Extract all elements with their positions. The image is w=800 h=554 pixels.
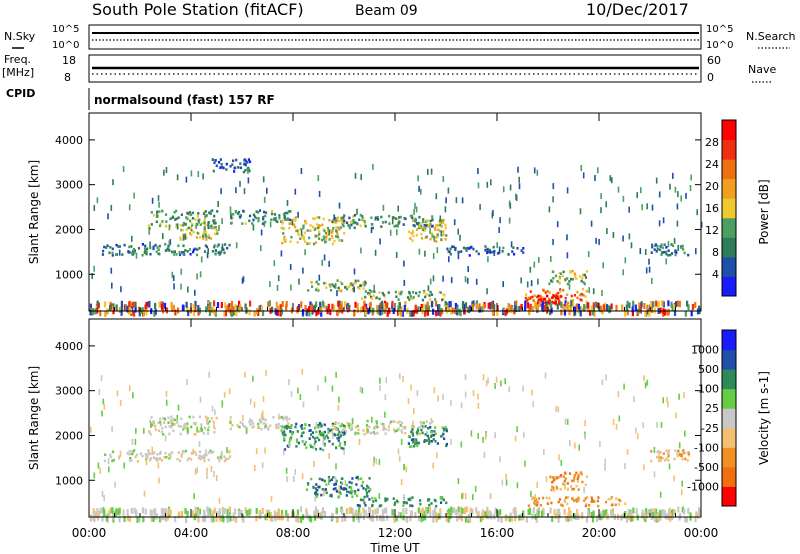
- nave-label: Nave: [748, 63, 776, 76]
- x-tick-label: 04:00: [174, 526, 209, 540]
- power-colorbar-swatch: [722, 120, 736, 141]
- nsky-label: N.Sky: [4, 30, 36, 43]
- velocity-colorbar-tick: -25: [701, 422, 719, 435]
- nsky-tick-bottom: 10^0: [52, 40, 79, 51]
- power-colorbar-tick: 24: [705, 158, 719, 171]
- power-colorbar-swatch: [722, 217, 736, 238]
- cpid-text: normalsound (fast) 157 RF: [94, 93, 275, 107]
- velocity-colorbar-swatch: [722, 486, 736, 507]
- date-title: 10/Dec/2017: [586, 0, 689, 19]
- velocity-colorbar-swatch: [722, 466, 736, 487]
- velocity-ytick-label: 3000: [55, 385, 83, 398]
- power-colorbar-tick: 20: [705, 180, 719, 193]
- velocity-colorbar-tick: 1000: [691, 344, 719, 357]
- station-title: South Pole Station (fitACF): [92, 0, 304, 19]
- power-colorbar-swatch: [722, 198, 736, 219]
- velocity-ylabel: Slant Range [km]: [27, 366, 41, 470]
- velocity-echo-region: [356, 496, 448, 508]
- velocity-colorbar-tick: -100: [694, 441, 719, 454]
- nave-tick-top: 60: [707, 54, 721, 67]
- velocity-colorbar-tick: -500: [694, 461, 719, 474]
- velocity-ytick-label: 4000: [55, 340, 83, 353]
- velocity-colorbar-tick: 25: [705, 402, 719, 415]
- x-tick-label: 20:00: [582, 526, 617, 540]
- velocity-echo-layer: [89, 368, 701, 523]
- x-tick-label: 00:00: [72, 526, 107, 540]
- velocity-colorbar-swatch: [722, 408, 736, 429]
- x-axis-label: Time UT: [369, 541, 420, 554]
- velocity-colorbar-tick: 100: [698, 383, 719, 396]
- velocity-ytick-label: 1000: [55, 474, 83, 487]
- power-colorbar-swatch: [722, 139, 736, 160]
- velocity-echo-region: [305, 475, 372, 499]
- velocity-ytick-label: 2000: [55, 429, 83, 442]
- power-echo-region: [650, 243, 690, 257]
- velocity-colorbar-swatch: [722, 427, 736, 448]
- nsky-tick-top: 10^5: [52, 24, 79, 35]
- power-colorbar-swatch: [722, 256, 736, 277]
- x-tick-label: 00:00: [684, 526, 719, 540]
- velocity-echo-region: [89, 506, 701, 523]
- velocity-colorbar-tick: -1000: [687, 480, 719, 493]
- power-echo-region: [360, 290, 446, 302]
- cpid-label: CPID: [6, 87, 35, 100]
- power-echo-region: [446, 245, 525, 257]
- velocity-colorbar-tick: 500: [698, 363, 719, 376]
- power-ytick-label: 1000: [55, 268, 83, 281]
- velocity-colorbar: -1000 -500 -100 -25 25 100 500 1000: [687, 329, 737, 507]
- freq-panel: [88, 54, 702, 83]
- freq-tick-bottom: 8: [64, 71, 71, 84]
- velocity-echo-region: [407, 424, 448, 449]
- power-echo-region: [548, 269, 589, 286]
- nsearch-label: N.Search: [746, 30, 796, 43]
- power-ytick-label: 3000: [55, 179, 83, 192]
- power-colorbar-tick: 4: [712, 268, 719, 281]
- power-ytick-label: 2000: [55, 223, 83, 236]
- velocity-echo-region: [280, 422, 347, 452]
- velocity-echo-region: [650, 449, 691, 463]
- power-echo-region: [229, 209, 294, 225]
- velocity-colorbar-swatch: [722, 369, 736, 390]
- power-colorbar-tick: 8: [712, 246, 719, 259]
- nsearch-tick-top: 10^5: [706, 24, 733, 35]
- velocity-colorbar-label: Velocity [m s-1]: [757, 371, 771, 465]
- power-colorbar-swatch: [722, 276, 736, 297]
- power-colorbar-tick: 12: [705, 224, 719, 237]
- freq-label: Freq.: [4, 53, 31, 66]
- velocity-colorbar-swatch: [722, 447, 736, 468]
- power-ylabel: Slant Range [km]: [27, 160, 41, 264]
- power-ytick-label: 4000: [55, 134, 83, 147]
- freq-unit: [MHz]: [2, 66, 34, 79]
- power-echo-region: [211, 158, 252, 174]
- power-colorbar-swatch: [722, 159, 736, 180]
- x-tick-label: 16:00: [480, 526, 515, 540]
- beam-title: Beam 09: [355, 3, 418, 19]
- nave-tick-bottom: 0: [707, 71, 714, 84]
- velocity-colorbar-swatch: [722, 330, 736, 351]
- nsky-panel: [88, 24, 702, 50]
- power-echo-region: [147, 209, 219, 230]
- power-scatter-echoes: [91, 163, 703, 297]
- velocity-scatter-echoes: [90, 368, 686, 504]
- power-echo-region: [331, 213, 434, 230]
- power-echo-region: [280, 216, 346, 246]
- velocity-echo-region: [527, 496, 627, 508]
- x-tick-label: 08:00: [276, 526, 311, 540]
- velocity-echo-region: [549, 471, 588, 492]
- power-echo-region: [307, 279, 371, 293]
- x-tick-label: 12:00: [378, 526, 413, 540]
- power-panel: 1000 2000 3000 4000 Slant Range [km]: [27, 112, 703, 317]
- power-colorbar-label: Power [dB]: [757, 179, 771, 244]
- power-colorbar-swatch: [722, 237, 736, 258]
- power-colorbar-swatch: [722, 178, 736, 199]
- velocity-panel: 1000 2000 3000 4000 Slant Range [km]: [27, 318, 702, 523]
- power-colorbar-tick: 28: [705, 136, 719, 149]
- velocity-colorbar-swatch: [722, 349, 736, 370]
- power-colorbar-tick: 16: [705, 202, 719, 215]
- nsearch-tick-bottom: 10^0: [706, 40, 733, 51]
- freq-tick-top: 18: [62, 54, 76, 67]
- power-colorbar: 4 8 12 16 20 24 28: [705, 119, 737, 297]
- velocity-colorbar-swatch: [722, 388, 736, 409]
